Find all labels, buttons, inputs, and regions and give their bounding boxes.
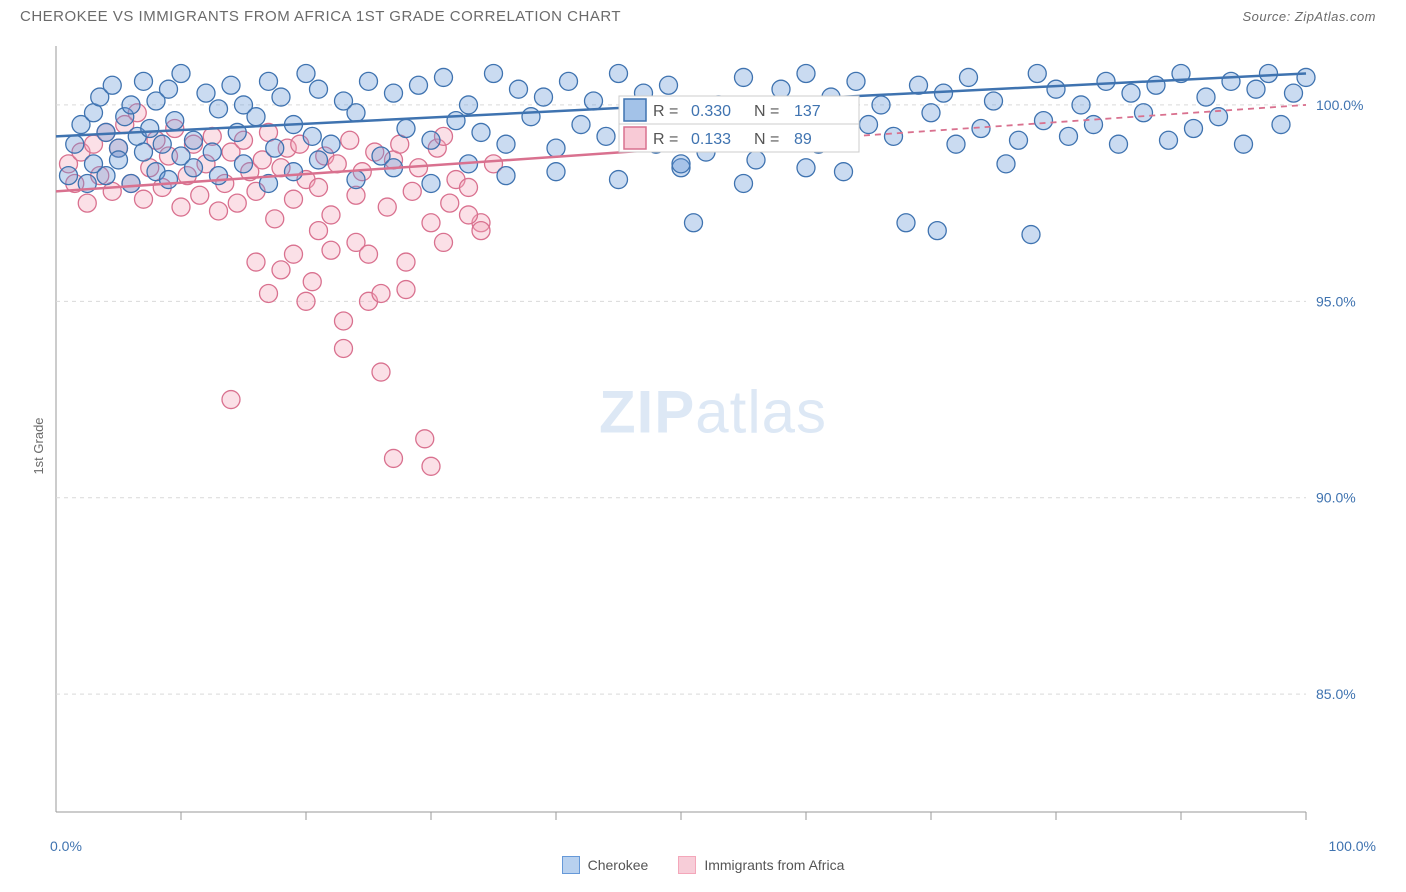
svg-text:100.0%: 100.0% (1316, 97, 1363, 113)
svg-text:95.0%: 95.0% (1316, 293, 1356, 309)
svg-text:R =: R = (653, 103, 678, 120)
x-max-label: 100.0% (1329, 838, 1376, 854)
y-axis-label: 1st Grade (31, 417, 46, 474)
scatter-svg: 85.0% 90.0% 95.0% 100.0% R = 0.330 N = 137 R = 0.… (50, 40, 1376, 832)
svg-text:0.133: 0.133 (691, 131, 731, 148)
chart-title: CHEROKEE VS IMMIGRANTS FROM AFRICA 1ST G… (20, 8, 621, 25)
legend-label: Immigrants from Africa (704, 857, 844, 873)
svg-text:0.330: 0.330 (691, 103, 731, 120)
bottom-legend: Cherokee Immigrants from Africa (0, 856, 1406, 874)
legend-label: Cherokee (588, 857, 649, 873)
svg-text:85.0%: 85.0% (1316, 686, 1356, 702)
legend-item-0: Cherokee (562, 856, 649, 874)
legend-item-1: Immigrants from Africa (678, 856, 844, 874)
x-axis-end-labels: 0.0% 100.0% (50, 838, 1376, 854)
svg-text:N =: N = (754, 131, 779, 148)
svg-text:89: 89 (794, 131, 812, 148)
title-bar: CHEROKEE VS IMMIGRANTS FROM AFRICA 1ST G… (0, 0, 1406, 33)
x-min-label: 0.0% (50, 838, 82, 854)
plot-area: 85.0% 90.0% 95.0% 100.0% R = 0.330 N = 137 R = 0.… (50, 40, 1376, 832)
svg-text:R =: R = (653, 131, 678, 148)
legend-swatch (562, 856, 580, 874)
legend-swatch (678, 856, 696, 874)
svg-text:137: 137 (794, 103, 821, 120)
svg-text:N =: N = (754, 103, 779, 120)
svg-text:90.0%: 90.0% (1316, 490, 1356, 506)
source-label: Source: ZipAtlas.com (1242, 9, 1376, 24)
